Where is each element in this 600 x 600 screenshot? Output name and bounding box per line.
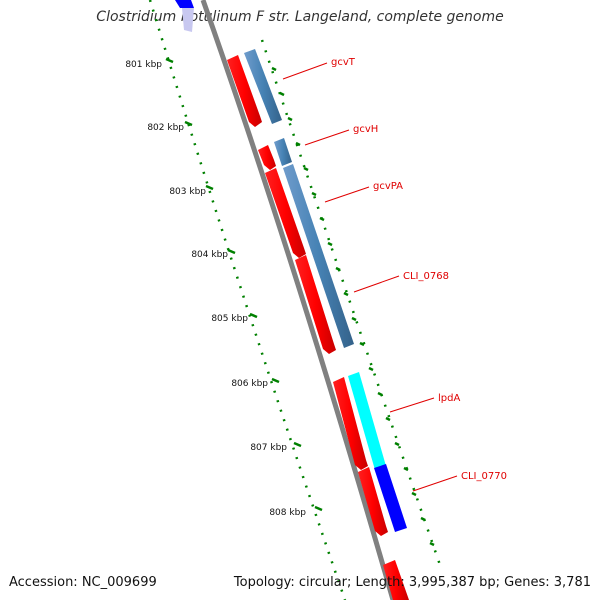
feature-bar-gcvPA-CLI_0768	[283, 164, 354, 348]
tick-label-801: 801 kbp	[125, 60, 162, 70]
tick-label-807: 807 kbp	[250, 443, 287, 453]
feature-bar-CLI_0770	[374, 464, 407, 532]
cds-arrow-gcvPA	[265, 168, 306, 258]
genome-summary-text: Topology: circular; Length: 3,995,387 bp…	[233, 575, 591, 590]
gene-label-gcvT: gcvT	[331, 57, 356, 68]
map-title: Clostridium botulinum F str. Langeland, …	[96, 9, 504, 25]
gene-label-CLI_0768: CLI_0768	[403, 271, 449, 282]
feature-bar-gcvH	[274, 138, 292, 166]
cds-arrow-CLI_0768	[295, 255, 336, 354]
tick-label-808: 808 kbp	[269, 508, 306, 518]
gene-label-CLI_0770: CLI_0770	[461, 471, 507, 482]
feature-bar-gcvT	[244, 49, 282, 124]
cds-arrow-CLI_0770	[358, 467, 388, 536]
cds-arrow-lpdA	[333, 377, 368, 470]
inner-ruler-dotted	[148, 0, 347, 600]
tick-label-802: 802 kbp	[147, 123, 184, 133]
cds-arrow-gcvT	[227, 55, 262, 127]
top-lavender-feature	[182, 8, 194, 32]
top-blue-feature	[175, 0, 194, 8]
gene-label-lpdA: lpdA	[438, 393, 460, 404]
tick-label-806: 806 kbp	[231, 379, 268, 389]
label-leader-lines	[282, 62, 458, 492]
tick-label-805: 805 kbp	[211, 314, 248, 324]
cds-arrow-bottom	[383, 560, 409, 600]
outer-ruler-dotted	[260, 39, 442, 566]
cds-arrow-gcvH	[258, 145, 276, 170]
accession-text: Accession: NC_009699	[9, 575, 157, 590]
outer-tick-marks	[271, 66, 435, 547]
tick-label-803: 803 kbp	[169, 187, 206, 197]
genome-backbone	[200, 0, 396, 600]
gene-label-gcvPA: gcvPA	[373, 181, 403, 192]
tick-marks	[165, 57, 323, 512]
feature-bar-lpdA	[348, 372, 386, 470]
tick-label-804: 804 kbp	[191, 250, 228, 260]
gene-label-gcvH: gcvH	[353, 124, 378, 135]
